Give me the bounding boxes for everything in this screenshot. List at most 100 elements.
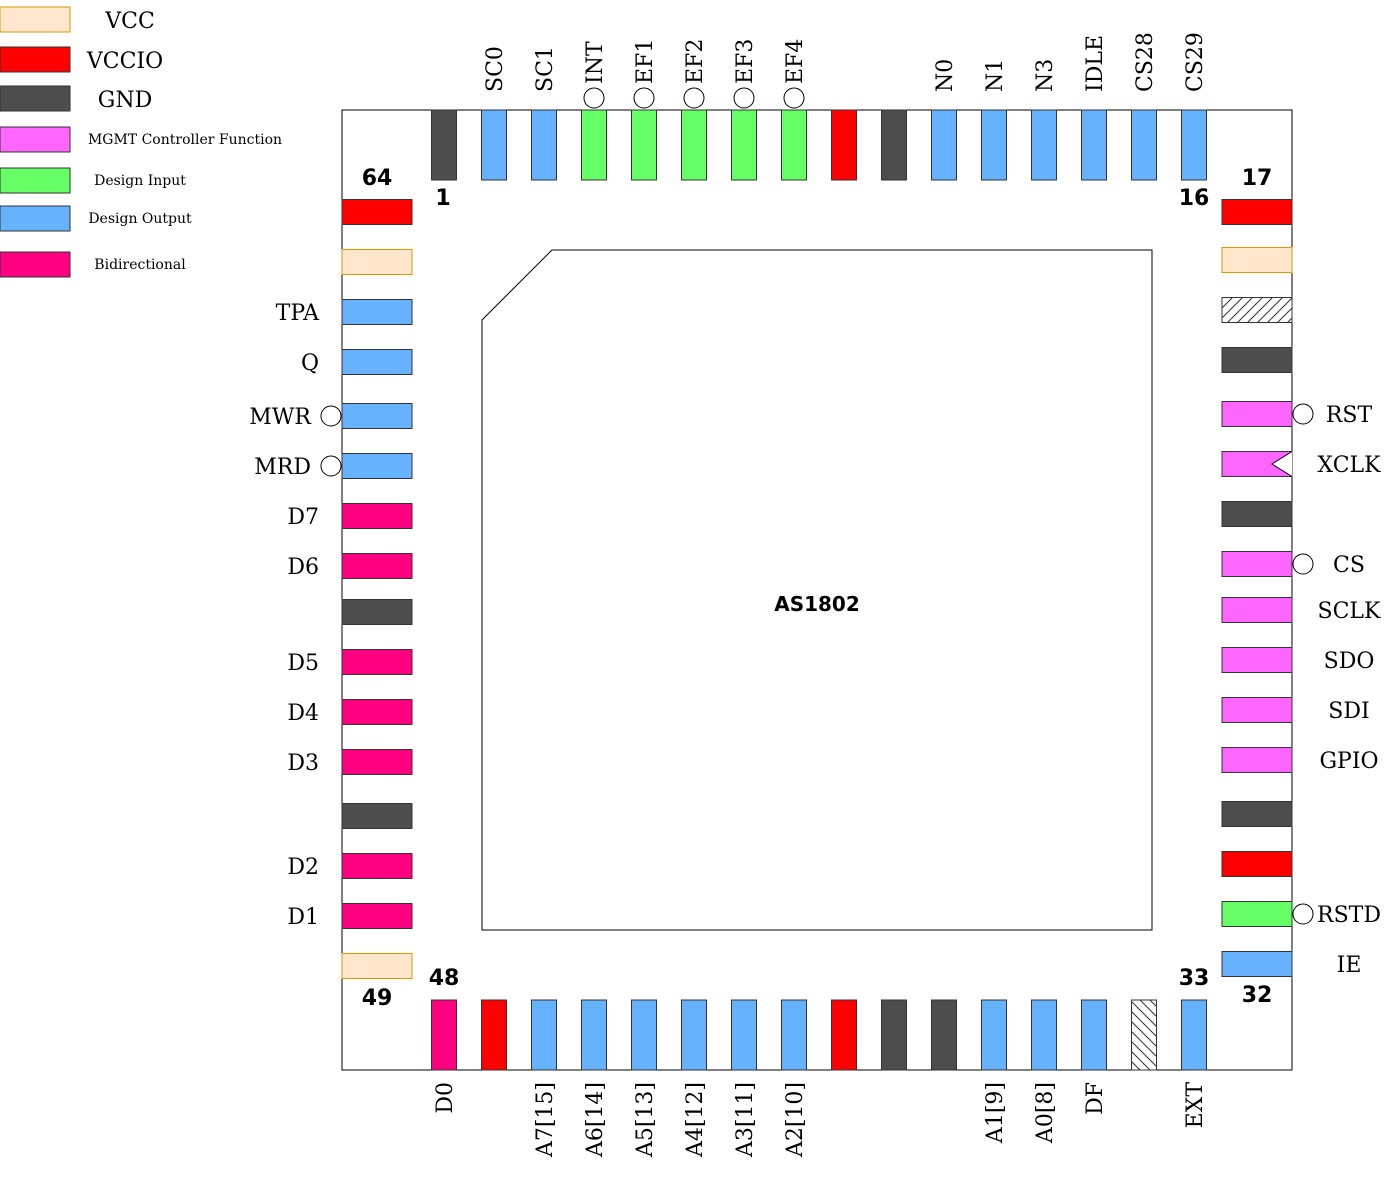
pin-label-cs28: CS28 (1133, 32, 1158, 92)
pin-top-15-cs28 (1131, 109, 1157, 181)
pin-number-1: 1 (435, 186, 450, 211)
pin-left-12-d3 (341, 749, 413, 775)
pin-top-3-sc1 (531, 109, 557, 181)
pin-top-1-gnd (431, 109, 457, 181)
pin-label-gpio: GPIO (1319, 749, 1378, 774)
legend-label-vccio: VCCIO (86, 49, 163, 74)
inversion-bubble-ef1 (633, 87, 655, 109)
pin-label-tpa: TPA (276, 301, 320, 326)
pin-left-4-q (341, 349, 413, 375)
legend-label-gnd: GND (98, 88, 152, 113)
pin-label-df: DF (1083, 1082, 1108, 1115)
pin-top-16-cs29 (1181, 109, 1207, 181)
legend-swatch-vcc (0, 6, 71, 33)
pin-left-7-d7 (341, 503, 413, 529)
pin-label-mwr: MWR (249, 405, 312, 430)
pin-label-cs: CS (1333, 553, 1365, 578)
pin-left-14-d2 (341, 853, 413, 879)
inversion-bubble-int (583, 87, 605, 109)
pin-left-6-mrd (341, 453, 413, 479)
pin-number-49: 49 (362, 986, 393, 1011)
pin-bottom-6-a4-12 (681, 999, 707, 1071)
pin-bottom-3-a7-15 (531, 999, 557, 1071)
pin-right-12-gpio (1221, 747, 1293, 773)
inversion-bubble-mrd (320, 455, 342, 477)
legend-swatch-design-output (0, 205, 71, 232)
clock-input-icon (1271, 451, 1293, 477)
pin-label-d0: D0 (433, 1082, 458, 1114)
pin-number-17: 17 (1242, 166, 1273, 191)
pin-right-5-rst (1221, 401, 1293, 427)
pin-bottom-15-nc (1131, 999, 1157, 1071)
pin-left-10-d5 (341, 649, 413, 675)
pin-label-cs29: CS29 (1183, 32, 1208, 92)
pin-label-a4-12: A4[12] (683, 1082, 708, 1158)
pin-left-16-vcc (341, 953, 413, 979)
pin-label-ef4: EF4 (783, 39, 808, 84)
pin-right-1-vccio (1221, 199, 1293, 225)
legend-label-bidirectional: Bidirectional (94, 257, 186, 273)
inversion-bubble-ef4 (783, 87, 805, 109)
legend: VCC VCCIO GND MGMT Controller Function Desig… (0, 6, 282, 278)
pin-right-6-xclk (1221, 451, 1293, 477)
pin-label-a0-8: A0[8] (1033, 1082, 1058, 1144)
pin-right-14-vccio (1221, 851, 1293, 877)
legend-label-mgmt-controller-function: MGMT Controller Function (88, 132, 282, 148)
pin-label-a7-15: A7[15] (533, 1082, 558, 1158)
pin-bottom-16-ext (1181, 999, 1207, 1071)
pin-label-q: Q (301, 351, 319, 376)
pin-left-9-gnd (341, 599, 413, 625)
pin-right-2-vcc (1221, 247, 1293, 273)
legend-label-design-output: Design Output (88, 211, 192, 227)
pin-bottom-8-a2-10 (781, 999, 807, 1071)
pin-label-d2: D2 (287, 855, 319, 880)
pin-right-4-gnd (1221, 347, 1293, 373)
legend-swatch-design-input (0, 167, 71, 194)
pin-left-2-vcc (341, 249, 413, 275)
pin-label-ext: EXT (1183, 1082, 1208, 1129)
pin-label-d6: D6 (287, 555, 319, 580)
pin-number-48: 48 (429, 966, 460, 991)
pin-right-15-rstd (1221, 901, 1293, 927)
pin-label-sc1: SC1 (533, 46, 558, 92)
pin-bottom-1-d0 (431, 999, 457, 1071)
pin-label-rstd: RSTD (1317, 903, 1381, 928)
pin-number-32: 32 (1242, 983, 1273, 1008)
pin-left-5-mwr (341, 403, 413, 429)
pin-top-5-ef1 (631, 109, 657, 181)
pin-top-4-int (581, 109, 607, 181)
pin-bottom-11-gnd (931, 999, 957, 1071)
pin-label-int: INT (583, 41, 608, 84)
pin-left-8-d6 (341, 553, 413, 579)
legend-swatch-mgmt-controller-function (0, 126, 71, 153)
pin-bottom-14-df (1081, 999, 1107, 1071)
pin-top-6-ef2 (681, 109, 707, 181)
pin-right-13-gnd (1221, 801, 1293, 827)
pin-number-64: 64 (362, 166, 393, 191)
pin-label-rst: RST (1326, 403, 1373, 428)
pin-label-a6-14: A6[14] (583, 1082, 608, 1158)
pin-label-mrd: MRD (254, 455, 311, 480)
pin-left-3-tpa (341, 299, 413, 325)
pins: SC0 SC1 INT EF1 EF2 EF3 EF4 N0 N1 N3 IDLE CS28 CS29 D… (249, 32, 1381, 1158)
legend-swatch-vccio (0, 46, 71, 73)
pin-bottom-12-a1-9 (981, 999, 1007, 1071)
inversion-bubble-ef3 (733, 87, 755, 109)
pin-right-9-sclk (1221, 597, 1293, 623)
pin-top-13-n3 (1031, 109, 1057, 181)
pin-label-sclk: SCLK (1318, 599, 1382, 624)
pin-right-16-ie (1221, 951, 1293, 977)
pin-top-14-idle (1081, 109, 1107, 181)
pin-top-12-n1 (981, 109, 1007, 181)
pin-right-7-gnd (1221, 501, 1293, 527)
pin-left-13-gnd (341, 803, 413, 829)
pin-bottom-5-a5-13 (631, 999, 657, 1071)
legend-swatch-bidirectional (0, 251, 71, 278)
pin-number-33: 33 (1179, 966, 1210, 991)
legend-label-vcc: VCC (104, 9, 155, 34)
pin-left-11-d4 (341, 699, 413, 725)
inversion-bubble-rst (1292, 403, 1314, 425)
pin-label-d3: D3 (287, 751, 319, 776)
pin-label-d5: D5 (287, 651, 319, 676)
